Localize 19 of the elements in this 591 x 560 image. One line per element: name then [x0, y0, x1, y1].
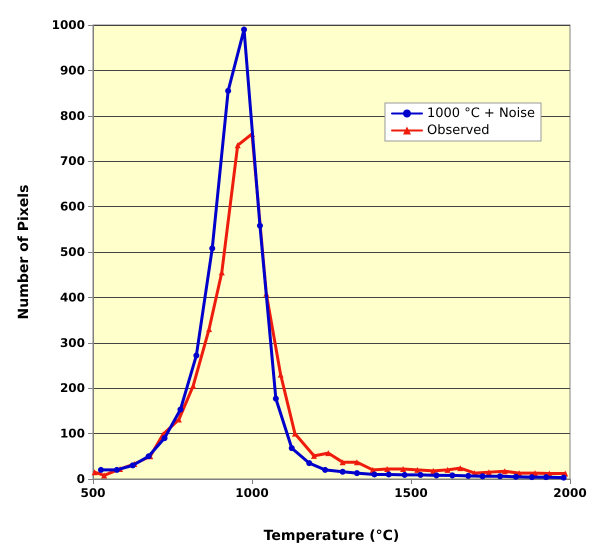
y-tick-label: 1000 — [52, 18, 85, 32]
y-tick-label: 0 — [76, 472, 85, 486]
x-tick-label: 2000 — [553, 486, 587, 500]
y-tick-label: 800 — [60, 108, 85, 123]
legend-label: Observed — [426, 123, 490, 138]
y-tick-label: 700 — [60, 154, 85, 168]
y-tick-label: 900 — [60, 63, 85, 78]
x-tick-label: 1500 — [394, 486, 428, 500]
y-tick-label: 200 — [60, 381, 85, 396]
y-tick-label: 600 — [60, 200, 85, 214]
y-tick-label: 300 — [60, 336, 85, 350]
legend-label: 1000 °C + Noise — [426, 106, 536, 121]
y-axis-title: Number of Pixels — [16, 184, 32, 320]
x-tick-label: 1000 — [235, 486, 269, 500]
y-tick-label: 500 — [60, 245, 85, 259]
x-tick-label: 500 — [80, 486, 106, 500]
x-axis-title: Temperature (°C) — [264, 528, 400, 544]
y-tick-label: 400 — [60, 290, 85, 304]
y-tick-label: 100 — [60, 426, 85, 441]
